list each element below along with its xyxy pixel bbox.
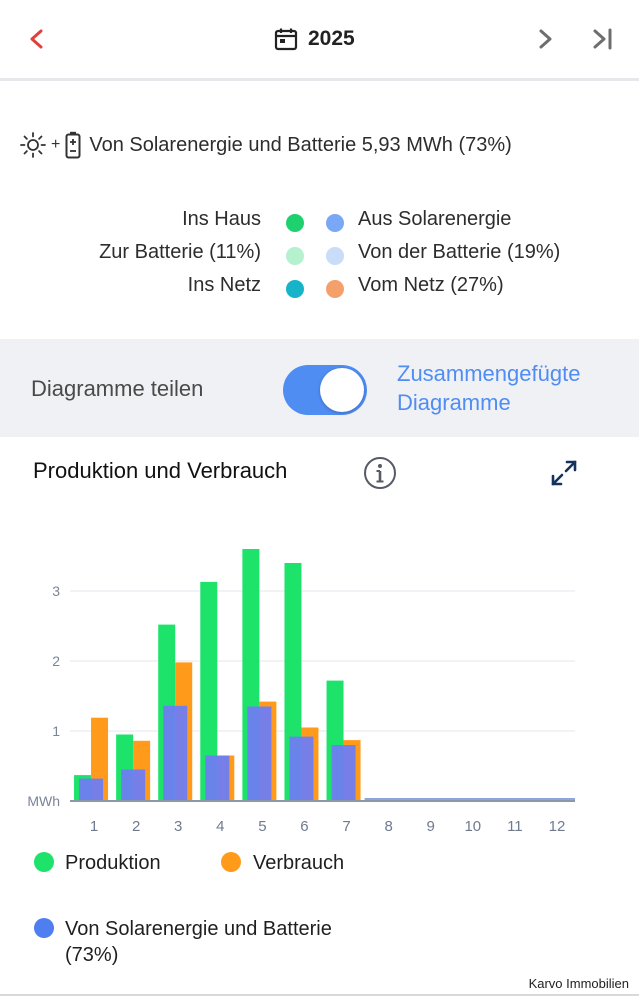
summary-text: Von Solarenergie und Batterie 5,93 MWh (… — [89, 133, 512, 156]
x-tick-label: 10 — [464, 818, 481, 835]
bar-von-solarenergie — [121, 769, 146, 801]
legend-dot-ins-netz — [286, 280, 304, 298]
x-tick-label: 6 — [300, 818, 308, 835]
chevron-right-icon[interactable] — [530, 22, 560, 56]
bar-von-solarenergie — [79, 778, 104, 801]
x-tick-label: 5 — [258, 818, 266, 835]
bar-produktion — [200, 581, 218, 801]
x-tick-label: 1 — [90, 818, 98, 835]
legend-vom-netz: Vom Netz (27%) — [358, 274, 504, 296]
bar-von-solarenergie — [331, 745, 356, 801]
skip-to-end-icon[interactable] — [588, 22, 618, 56]
y-tick-label: 2 — [52, 653, 60, 669]
combined-charts-label[interactable]: Zusammengefügte Diagramme — [397, 359, 637, 417]
sun-icon — [20, 132, 46, 158]
split-charts-row: Diagramme teilen Zusammengefügte Diagram… — [0, 339, 639, 437]
info-icon[interactable] — [363, 456, 397, 490]
legend-dot-aus-solarenergie — [326, 214, 344, 232]
expand-icon[interactable] — [549, 458, 579, 488]
bar-von-solarenergie — [163, 705, 188, 801]
top-bar: 2025 — [0, 0, 639, 81]
x-tick-label: 2 — [132, 818, 140, 835]
battery-icon — [65, 131, 81, 159]
y-tick-label: 1 — [52, 723, 60, 739]
year-selector[interactable]: 2025 — [274, 24, 355, 54]
bar-von-solarenergie — [205, 755, 230, 801]
chart-legend: Produktion Verbrauch Von Solarenergie un… — [0, 846, 639, 976]
legend-von-der-batterie: Von der Batterie (19%) — [358, 241, 561, 263]
combined-charts-line1: Zusammengefügte — [397, 361, 581, 386]
watermark: Karvo Immobilien — [528, 976, 629, 991]
chart-title: Produktion und Verbrauch — [33, 458, 288, 483]
x-tick-label: 3 — [174, 818, 182, 835]
legend-aus-solarenergie: Aus Solarenergie — [358, 208, 512, 230]
legend-dot-von-solarenergie — [34, 918, 54, 938]
split-charts-label: Diagramme teilen — [31, 376, 204, 401]
legend-row: Ins Haus Aus Solarenergie — [0, 204, 639, 236]
combined-charts-line2: Diagramme — [397, 390, 511, 415]
plus-sign: + — [51, 136, 61, 153]
legend-dot-zur-batterie — [286, 247, 304, 265]
legend-ins-netz: Ins Netz — [187, 274, 261, 296]
legend-label-von-solarenergie-line1: Von Solarenergie und Batterie — [65, 918, 332, 940]
legend-label-von-solarenergie-line2: (73%) — [65, 944, 119, 966]
bar-von-solarenergie — [247, 706, 272, 801]
x-tick-label: 12 — [549, 818, 566, 835]
chevron-left-icon[interactable] — [22, 22, 52, 56]
legend-dot-vom-netz — [326, 280, 344, 298]
legend-dot-verbrauch — [221, 852, 241, 872]
x-tick-label: 9 — [427, 818, 435, 835]
x-tick-label: 11 — [507, 818, 523, 835]
toggle-knob — [320, 368, 364, 412]
legend-dot-ins-haus — [286, 214, 304, 232]
legend-ins-haus: Ins Haus — [182, 208, 261, 230]
x-tick-label: 4 — [216, 818, 224, 835]
split-charts-toggle[interactable] — [283, 365, 367, 415]
y-tick-label: 3 — [52, 583, 60, 599]
legend-dot-von-der-batterie — [326, 247, 344, 265]
legend-label-produktion: Produktion — [65, 852, 161, 874]
legend-zur-batterie: Zur Batterie (11%) — [99, 241, 261, 263]
calendar-icon — [274, 28, 298, 51]
bar-von-solarenergie — [289, 736, 314, 801]
x-tick-label: 7 — [342, 818, 350, 835]
year-label: 2025 — [308, 27, 355, 50]
bottom-divider — [0, 994, 639, 996]
legend-row: Ins Netz Vom Netz (27%) — [0, 270, 639, 302]
legend-label-verbrauch: Verbrauch — [253, 852, 345, 874]
summary-row: + Von Solarenergie und Batterie 5,93 MWh… — [20, 128, 512, 162]
y-axis-unit-label: MWh — [27, 793, 60, 809]
legend-dot-produktion — [34, 852, 54, 872]
legend-row: Zur Batterie (11%) Von der Batterie (19%… — [0, 237, 639, 269]
x-tick-label: 8 — [384, 818, 392, 835]
